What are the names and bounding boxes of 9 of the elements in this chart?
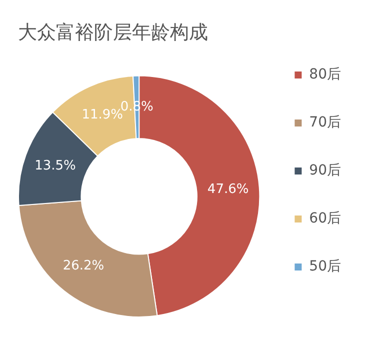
data-label: 26.2% (62, 258, 104, 274)
chart-title: 大众富裕阶层年龄构成 (18, 21, 208, 44)
legend-label: 60后 (309, 210, 342, 227)
legend-label: 50后 (309, 258, 342, 275)
data-label: 47.6% (207, 182, 249, 198)
legend-label: 70后 (309, 114, 342, 131)
legend-label: 90后 (309, 162, 342, 179)
data-label: 13.5% (34, 158, 76, 174)
legend-label: 80后 (309, 66, 342, 83)
